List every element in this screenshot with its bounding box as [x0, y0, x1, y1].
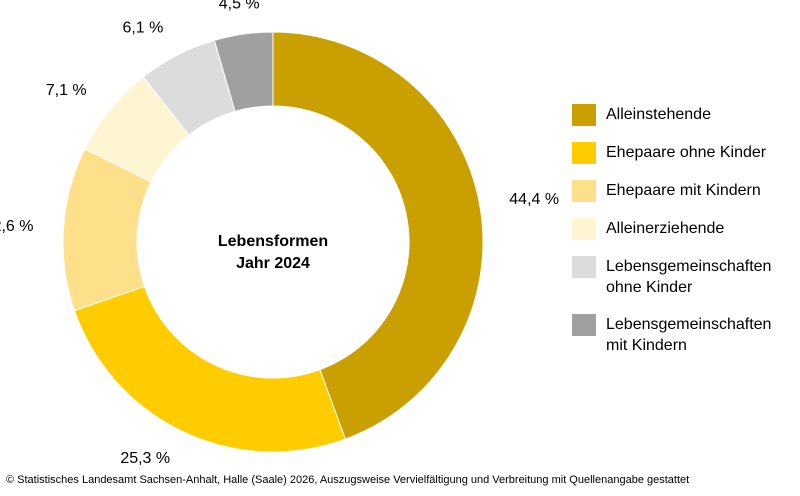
legend: Alleinstehende Ehepaare ohne Kinder Ehepaa… [572, 104, 792, 372]
value-label: 7,1 % [46, 82, 87, 99]
legend-swatch [572, 256, 596, 278]
legend-item: Alleinerziehende [572, 218, 792, 240]
legend-item: Lebensgemeinschaften mit Kindern [572, 314, 792, 356]
legend-swatch [572, 104, 596, 126]
donut-slice [213, 31, 274, 113]
chart-subtitle: Jahr 2024 [236, 255, 310, 272]
value-label: 6,1 % [122, 20, 163, 37]
chart-title: Lebensformen [218, 233, 328, 250]
donut-slice [272, 31, 484, 440]
source: © Statistisches Landesamt Sachsen-Anhalt… [6, 474, 690, 486]
legend-swatch [572, 218, 596, 240]
value-label: 44,4 % [509, 191, 559, 208]
legend-swatch [572, 180, 596, 202]
value-label: 4,5 % [219, 0, 260, 13]
value-label: 12,6 % [0, 218, 33, 235]
legend-swatch [572, 142, 596, 164]
legend-label: Ehepaare mit Kindern [606, 182, 761, 199]
legend-label: Ehepaare ohne Kinder [606, 144, 767, 161]
legend-label: Alleinstehende [606, 106, 711, 123]
legend-item: Lebensgemeinschaften ohne Kinder [572, 256, 792, 298]
legend-label: Lebensgemeinschaften mit Kindern [606, 316, 772, 354]
legend-label: Lebensgemeinschaften ohne Kinder [606, 258, 772, 296]
legend-item: Alleinstehende [572, 104, 792, 126]
legend-label: Alleinerziehende [606, 220, 725, 237]
legend-item: Ehepaare ohne Kinder [572, 142, 792, 164]
donut-slice [73, 285, 347, 453]
legend-swatch [572, 314, 596, 336]
value-label: 25,3 % [120, 450, 170, 467]
legend-item: Ehepaare mit Kindern [572, 180, 792, 202]
